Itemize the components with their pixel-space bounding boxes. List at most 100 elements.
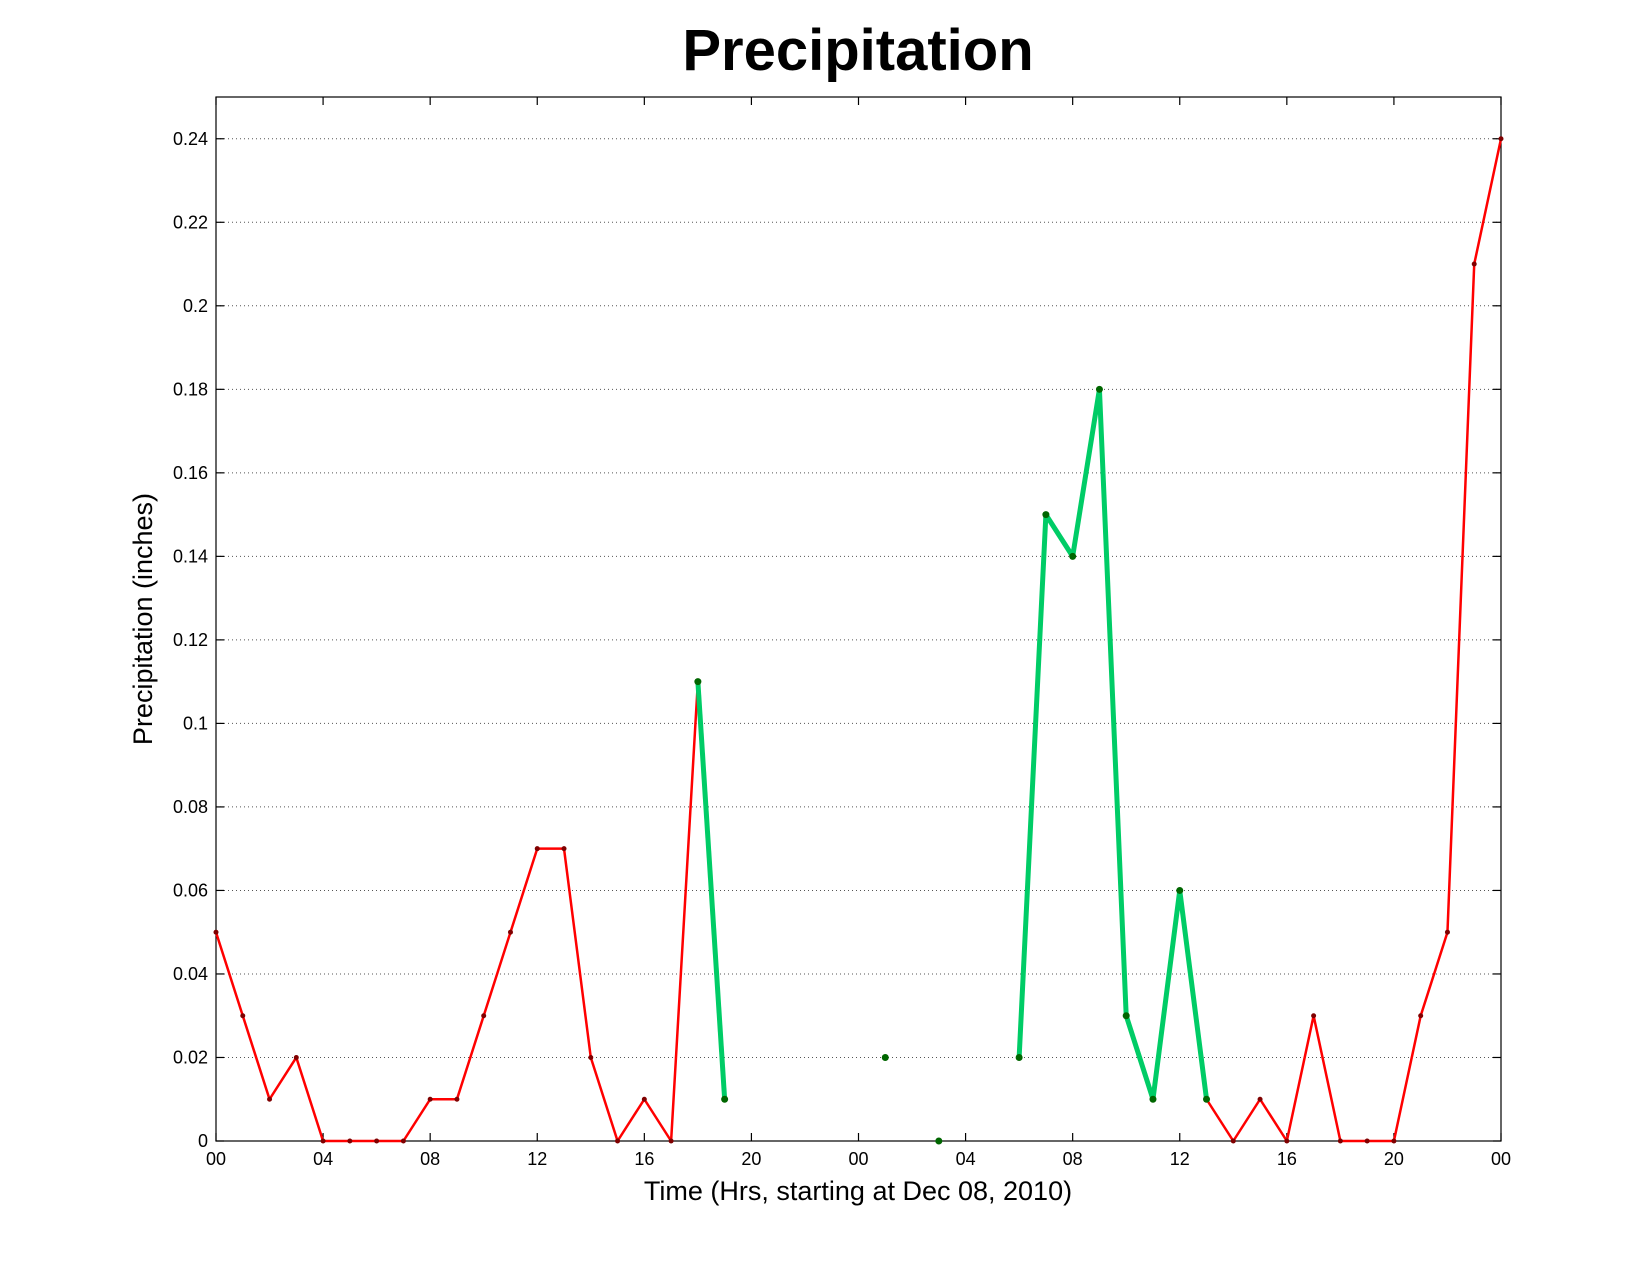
y-tick-label: 0.12 (173, 630, 208, 650)
x-tick-label: 16 (1277, 1149, 1297, 1169)
series-red-segment (214, 930, 245, 1017)
series-red-point (507, 929, 513, 935)
series-red-point (1498, 136, 1504, 142)
series-green-point (1069, 552, 1077, 560)
series-green-line (1016, 386, 1210, 1102)
data-series (213, 136, 1504, 1145)
series-green-point (1176, 886, 1184, 894)
series-green-point (1122, 1012, 1130, 1020)
x-tick-label: 08 (420, 1149, 440, 1169)
series-red-segment (295, 1056, 325, 1143)
series-red-point (347, 1138, 353, 1144)
x-axis-label: Time (Hrs, starting at Dec 08, 2010) (644, 1176, 1072, 1206)
y-tick-label: 0.24 (173, 129, 208, 149)
series-red-point (1418, 1013, 1424, 1019)
series-green-point (935, 1137, 943, 1145)
x-tick-label: 00 (1491, 1149, 1511, 1169)
series-red-segment (643, 1097, 673, 1143)
series-green-line (695, 681, 728, 1100)
series-red-point (213, 929, 219, 935)
series-red-segment (1392, 1014, 1422, 1143)
x-tick-label: 12 (527, 1149, 547, 1169)
series-green-point (721, 1095, 729, 1103)
y-tick-label: 0.18 (173, 379, 208, 399)
series-red-segment (616, 1097, 646, 1143)
y-tick-label: 0.08 (173, 797, 208, 817)
series-red-segment (241, 1014, 271, 1101)
series-red-segment (455, 1014, 485, 1101)
series-red-segment (1312, 1014, 1342, 1143)
series-green-point (881, 1053, 889, 1061)
series-red-segment (402, 1097, 432, 1143)
axis-ticks (215, 97, 1502, 1142)
series-red-segment (1258, 1097, 1289, 1143)
x-tick-label: 16 (634, 1149, 654, 1169)
x-tick-label: 04 (313, 1149, 333, 1169)
series-red-segment (1472, 137, 1503, 266)
series-red-segment (509, 847, 539, 934)
series-red-segment (1446, 262, 1476, 934)
x-tick-label: 04 (956, 1149, 976, 1169)
series-red-point (1444, 929, 1450, 935)
series-red-point (668, 1138, 674, 1144)
y-axis-label: Precipitation (inches) (128, 493, 158, 745)
series-red-point (454, 1096, 460, 1102)
y-tick-label: 0.16 (173, 463, 208, 483)
series-red-segment (1419, 930, 1449, 1017)
x-tick-label: 12 (1170, 1149, 1190, 1169)
series-red-point (1311, 1013, 1317, 1019)
series-red-segment (482, 930, 512, 1017)
grid-lines (216, 138, 1501, 1058)
series-green-point (1149, 1095, 1157, 1103)
y-tick-label: 0.22 (173, 212, 208, 232)
series-red-segment (589, 1056, 619, 1143)
series-red-point (534, 846, 540, 852)
series-green-point (694, 678, 702, 686)
series-red (213, 136, 1504, 1144)
chart-title: Precipitation (682, 18, 1033, 83)
series-red-point (427, 1096, 433, 1102)
series-red-point (374, 1138, 380, 1144)
x-tick-label: 20 (741, 1149, 761, 1169)
x-tick-labels: 00 04 08 12 16 20 00 04 08 12 16 20 00 (206, 1149, 1511, 1169)
y-tick-label: 0 (198, 1131, 208, 1151)
series-red-point (561, 846, 567, 852)
series-red-point (588, 1054, 594, 1060)
series-red-point (400, 1138, 406, 1144)
x-tick-label: 00 (848, 1149, 868, 1169)
series-red-point (1230, 1138, 1236, 1144)
y-tick-label: 0.2 (183, 296, 208, 316)
x-tick-label: 20 (1384, 1149, 1404, 1169)
series-red-point (481, 1013, 487, 1019)
series-red-point (641, 1096, 647, 1102)
series-red-point (293, 1054, 299, 1060)
y-tick-label: 0.04 (173, 964, 208, 984)
series-red-segment (1205, 1097, 1235, 1143)
plot-area-frame (215, 96, 1502, 1142)
series-red-point (1257, 1096, 1263, 1102)
x-tick-label: 08 (1063, 1149, 1083, 1169)
series-green-point (1203, 1095, 1211, 1103)
series-red-point (1337, 1138, 1343, 1144)
series-red-point (1284, 1138, 1290, 1144)
series-red-point (267, 1096, 273, 1102)
series-red-point (1391, 1138, 1397, 1144)
series-red-segment (562, 847, 593, 1059)
y-tick-label: 0.06 (173, 880, 208, 900)
y-tick-label: 0.1 (183, 713, 208, 733)
series-red-segment (1232, 1097, 1262, 1143)
series-red-point (320, 1138, 326, 1144)
y-tick-label: 0.02 (173, 1047, 208, 1067)
y-tick-labels: 0 0.02 0.04 0.06 0.08 0.1 0.12 0.14 0.16 0.18 0.2 0… (173, 129, 208, 1151)
series-green-point (1095, 385, 1103, 393)
y-tick-label: 0.14 (173, 546, 208, 566)
series-green (694, 385, 1211, 1145)
series-red-point (615, 1138, 621, 1144)
series-green-point (1015, 1053, 1023, 1061)
series-red-point (240, 1013, 246, 1019)
series-red-point (1471, 261, 1477, 267)
series-red-segment (268, 1056, 298, 1101)
x-tick-label: 00 (206, 1149, 226, 1169)
series-green-point (1042, 511, 1050, 519)
